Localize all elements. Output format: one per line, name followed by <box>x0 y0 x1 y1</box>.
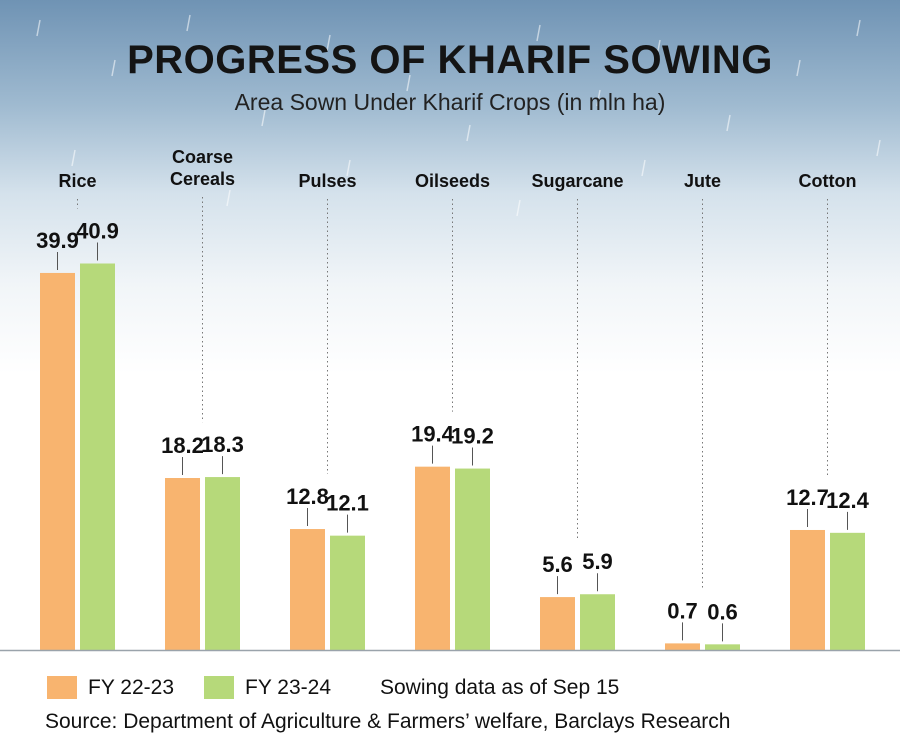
bar <box>665 643 700 650</box>
rain-streak <box>516 199 521 217</box>
legend-swatch-fy2324 <box>204 676 234 699</box>
value-label: 39.9 <box>36 228 79 253</box>
value-label: 19.2 <box>451 424 494 449</box>
category-label: Jute <box>684 171 721 191</box>
rain-streak <box>111 59 116 77</box>
rain-streak <box>186 14 191 32</box>
rain-streak <box>36 19 41 37</box>
rain-streak <box>71 149 76 167</box>
rain-streak <box>406 74 411 92</box>
category-label: Oilseeds <box>415 171 490 191</box>
rain-streak <box>856 19 861 37</box>
bar <box>80 263 115 650</box>
category-label: Sugarcane <box>531 171 623 191</box>
category-label: Cotton <box>799 171 857 191</box>
value-label: 19.4 <box>411 422 455 447</box>
value-label: 18.2 <box>161 433 204 458</box>
bar <box>415 466 450 650</box>
category-label: Rice <box>58 171 96 191</box>
category-label: Coarse <box>172 147 233 167</box>
rain-streak <box>226 189 231 207</box>
legend-label-fy2324: FY 23-24 <box>245 676 331 699</box>
rain-streak <box>261 109 266 127</box>
data-note: Sowing data as of Sep 15 <box>380 676 620 699</box>
bar <box>205 477 240 650</box>
legend-label-fy2223: FY 22-23 <box>88 676 174 699</box>
rain-streak <box>656 39 661 57</box>
value-label: 5.9 <box>582 549 613 574</box>
value-label: 12.7 <box>786 485 829 510</box>
chart-subtitle: Area Sown Under Kharif Crops (in mln ha) <box>234 89 666 115</box>
bar <box>455 468 490 650</box>
category-label: Cereals <box>170 169 235 189</box>
rain-streak <box>596 89 601 107</box>
bar <box>790 529 825 650</box>
bar <box>540 597 575 650</box>
value-label: 12.1 <box>326 491 369 516</box>
legend-swatch-fy2223 <box>47 676 77 699</box>
bar <box>580 594 615 650</box>
rain-streak <box>536 24 541 42</box>
value-label: 12.4 <box>826 488 870 513</box>
bar <box>330 535 365 650</box>
category-label: Pulses <box>298 171 356 191</box>
value-label: 40.9 <box>76 218 119 243</box>
bar <box>290 529 325 650</box>
rain-streak <box>346 159 351 177</box>
source-note: Source: Department of Agriculture & Farm… <box>45 710 731 733</box>
bar <box>40 272 75 650</box>
value-label: 18.3 <box>201 432 244 457</box>
value-label: 12.8 <box>286 484 329 509</box>
value-label: 0.6 <box>707 599 738 624</box>
bar <box>830 532 865 650</box>
rain-streak <box>641 159 646 177</box>
value-label: 5.6 <box>542 552 573 577</box>
value-label: 0.7 <box>667 598 698 623</box>
chart-title: PROGRESS OF KHARIF SOWING <box>127 38 773 82</box>
rain-streak <box>796 59 801 77</box>
rain-streak <box>726 114 731 132</box>
rain-streak <box>326 34 331 52</box>
rain-streak <box>876 139 881 157</box>
bar <box>165 478 200 650</box>
bar <box>705 644 740 650</box>
rain-streak <box>466 124 471 142</box>
